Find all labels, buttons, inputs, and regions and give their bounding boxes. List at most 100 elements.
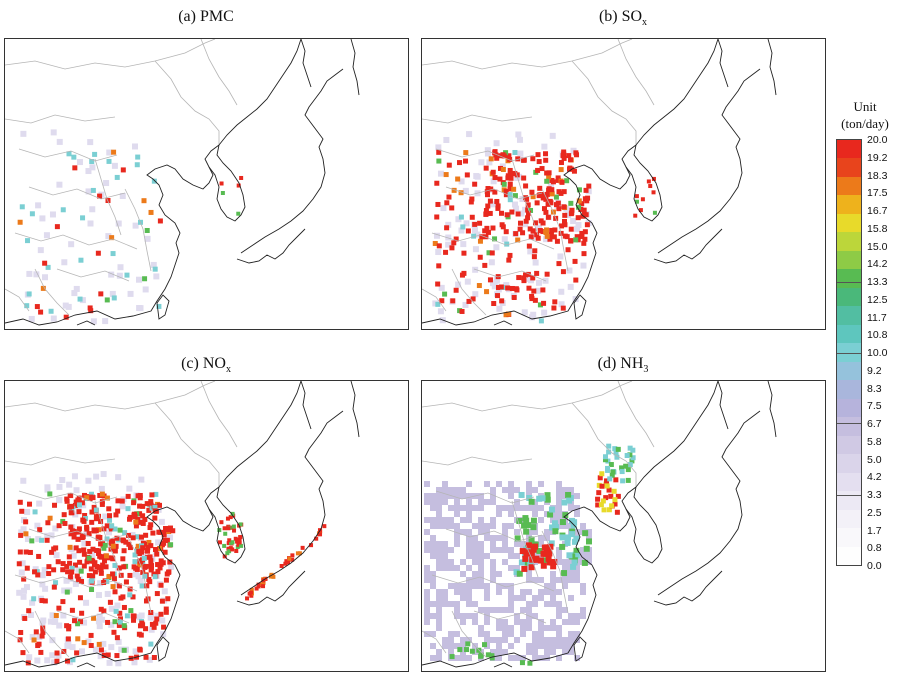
emission-cell	[39, 598, 45, 604]
emission-cell	[54, 650, 60, 656]
emission-cell	[469, 214, 475, 220]
emission-cell	[559, 534, 566, 541]
emission-cell	[482, 262, 488, 268]
emission-cell	[530, 517, 537, 524]
emission-cell	[574, 529, 580, 535]
emission-cell	[565, 491, 572, 498]
emission-cell	[62, 520, 68, 526]
emission-cell	[88, 643, 94, 649]
emission-cell	[448, 565, 454, 571]
emission-cell	[64, 496, 70, 502]
emission-cell	[436, 553, 442, 559]
coastline	[208, 486, 246, 564]
emission-cell	[111, 149, 117, 155]
emission-cell	[123, 539, 129, 545]
emission-cell	[21, 587, 28, 594]
emission-cell	[140, 569, 146, 575]
emission-cell	[446, 194, 452, 200]
emission-cell	[556, 613, 562, 619]
emission-cell	[508, 505, 514, 511]
emission-cell	[550, 563, 557, 570]
emission-cell	[54, 224, 60, 230]
emission-cell	[159, 617, 166, 624]
emission-cell	[106, 573, 112, 579]
emission-cell	[605, 467, 611, 473]
emission-cell	[136, 614, 143, 621]
emission-cell	[249, 587, 254, 592]
emission-cell	[84, 495, 90, 501]
emission-cell	[81, 518, 87, 524]
emission-cell	[623, 463, 629, 469]
panel-title-a: (a) PMC	[178, 8, 234, 25]
political-boundaries	[5, 39, 238, 316]
emission-cell	[460, 559, 466, 565]
emission-cell	[436, 493, 442, 499]
emission-cell	[582, 236, 588, 242]
emission-cell	[544, 511, 550, 517]
boundary-line	[617, 39, 655, 106]
emission-cell	[51, 618, 58, 625]
emission-cell	[106, 149, 113, 156]
emission-cell	[146, 539, 152, 545]
emission-cell	[496, 655, 502, 661]
emission-cell	[442, 565, 448, 571]
emission-cell	[95, 534, 101, 540]
emission-cell	[550, 595, 556, 601]
emission-cell	[526, 649, 532, 655]
emission-cell	[489, 280, 496, 287]
emission-cell	[91, 615, 97, 621]
colorbar-segment	[837, 195, 861, 215]
colorbar-segment	[837, 213, 861, 233]
emission-cell	[543, 209, 549, 215]
coastline	[653, 39, 761, 264]
emission-cell	[85, 540, 91, 546]
emission-cell	[497, 176, 503, 182]
emission-cell	[98, 606, 104, 612]
emission-cell	[256, 582, 261, 587]
emission-cell	[603, 454, 609, 460]
emission-cell	[472, 571, 478, 577]
emission-cell	[89, 206, 96, 213]
emission-cell	[26, 608, 32, 614]
coastline	[422, 144, 637, 326]
emission-cell	[107, 513, 113, 519]
emission-cell	[509, 209, 515, 215]
emission-cell	[111, 295, 117, 301]
emission-cell	[513, 286, 519, 292]
emission-cell	[437, 170, 444, 177]
emission-cell	[23, 549, 29, 555]
emission-cell	[627, 462, 633, 468]
emission-cell	[132, 552, 138, 558]
emission-cell	[538, 318, 544, 324]
emission-cell	[430, 523, 436, 529]
colorbar-segment	[837, 176, 861, 197]
emission-cell	[434, 214, 440, 220]
emission-cell	[556, 607, 562, 613]
emission-cell	[88, 578, 94, 584]
emission-cell	[67, 560, 73, 566]
emission-cell	[534, 270, 540, 276]
emission-cell	[424, 613, 430, 619]
emission-cell	[120, 167, 126, 173]
emission-cell	[69, 569, 75, 575]
emission-cell	[239, 543, 244, 548]
emission-cell	[490, 547, 496, 553]
emission-cell	[56, 483, 63, 490]
emission-cell	[472, 553, 478, 559]
emission-cell	[610, 469, 616, 475]
emission-cell	[55, 652, 62, 659]
emission-cell	[130, 535, 136, 541]
emission-cell	[550, 517, 556, 523]
colorbar-separator	[837, 494, 861, 496]
emission-cell	[127, 586, 133, 592]
emission-cell	[550, 179, 556, 185]
boundary-line	[94, 158, 122, 236]
emission-cell	[126, 485, 133, 492]
emission-cell	[110, 556, 116, 562]
emission-cell	[424, 481, 430, 487]
emission-cell	[436, 149, 442, 155]
emission-cells	[424, 443, 636, 666]
emission-cell	[32, 569, 38, 575]
emission-cell	[49, 612, 56, 619]
emission-cell	[542, 557, 549, 564]
